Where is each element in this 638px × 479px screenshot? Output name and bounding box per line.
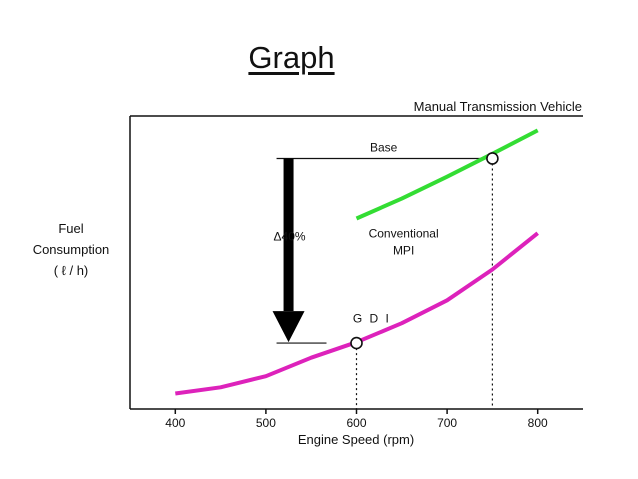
chart-title: Manual Transmission Vehicle (413, 99, 582, 114)
y-axis-label-line-2: Consumption (32, 242, 110, 257)
base-label: Base (370, 140, 398, 154)
x-axis-label: Engine Speed (rpm) (297, 432, 415, 447)
slide-title: Graph (248, 40, 335, 75)
x-tick-label-400: 400 (165, 416, 185, 430)
y-axis-label-line-1: Fuel (58, 221, 84, 236)
mpi-label-line-1: Conventional (369, 227, 439, 241)
x-tick-label-500: 500 (256, 416, 276, 430)
base-point-marker (486, 152, 499, 165)
series-line-conventional-mpi (355, 128, 539, 221)
y-axis-label: Fuel Consumption ( ℓ / h) (22, 218, 120, 281)
gdi-point-marker (350, 336, 363, 350)
gdi-label: G D I (353, 312, 391, 326)
reduction-arrow-shaft (283, 158, 294, 312)
x-tick-label-700: 700 (437, 416, 457, 430)
y-axis-label-line-3: ( ℓ / h) (53, 263, 89, 278)
mpi-label-line-2: MPI (393, 244, 414, 258)
x-tick-label-800: 800 (528, 416, 548, 430)
x-tick-label-600: 600 (346, 416, 366, 430)
reduction-arrow-head (272, 311, 305, 343)
reduction-label: Δ40% (274, 230, 306, 244)
